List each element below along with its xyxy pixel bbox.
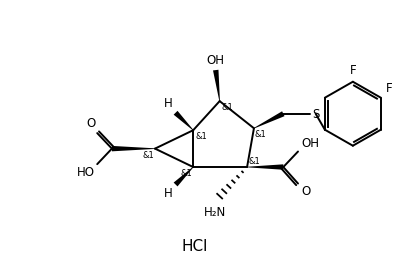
Text: O: O (86, 117, 95, 130)
Text: &1: &1 (195, 132, 207, 141)
Text: &1: &1 (142, 150, 153, 159)
Text: &1: &1 (180, 169, 192, 178)
Polygon shape (253, 111, 284, 129)
Text: F: F (349, 64, 355, 77)
Text: HO: HO (77, 166, 95, 179)
Polygon shape (247, 164, 283, 170)
Polygon shape (173, 167, 193, 186)
Text: HCl: HCl (181, 239, 208, 254)
Text: H: H (164, 97, 172, 110)
Text: &1: &1 (247, 157, 259, 166)
Text: F: F (385, 82, 391, 95)
Text: H: H (164, 187, 172, 200)
Text: &1: &1 (254, 130, 266, 139)
Polygon shape (112, 146, 155, 151)
Text: &1: &1 (221, 103, 233, 112)
Text: OH: OH (206, 54, 224, 67)
Text: O: O (300, 185, 309, 198)
Text: H₂N: H₂N (203, 206, 225, 219)
Polygon shape (173, 111, 193, 130)
Text: OH: OH (300, 136, 318, 150)
Polygon shape (213, 70, 220, 101)
Text: S: S (312, 108, 319, 121)
